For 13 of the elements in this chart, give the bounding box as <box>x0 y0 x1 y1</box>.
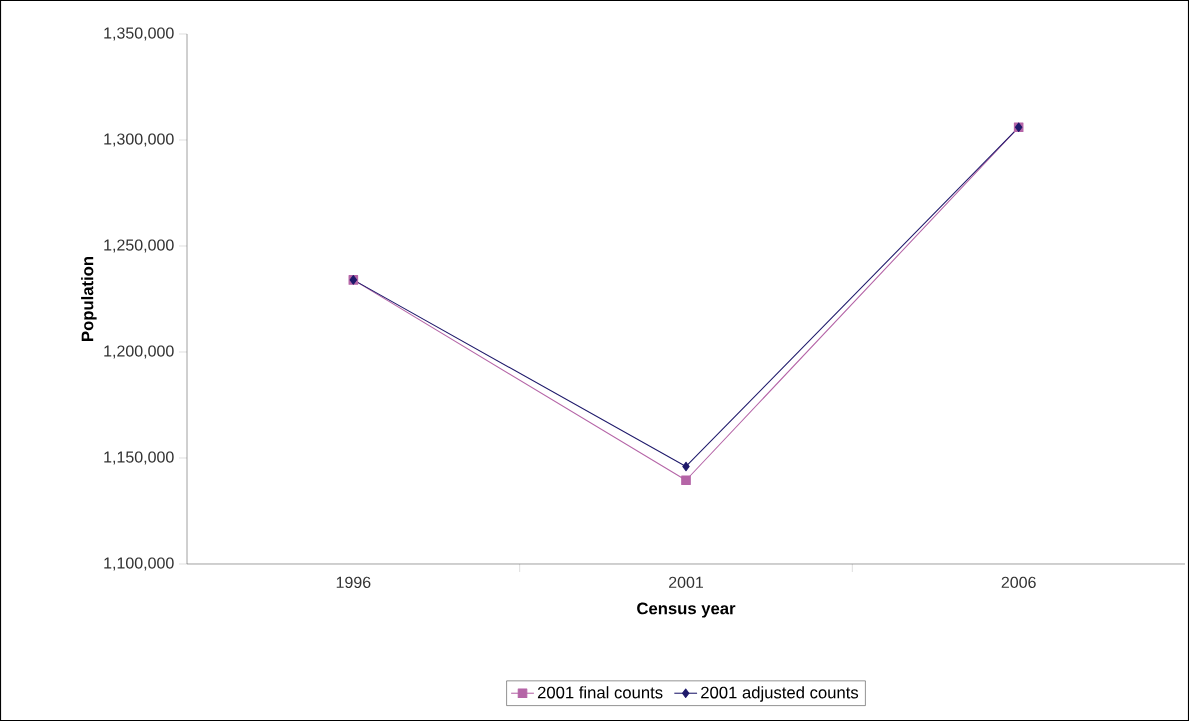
y-tick-label: 1,150,000 <box>104 451 174 465</box>
legend-label: 2001 final counts <box>537 686 663 699</box>
y-tick-label: 1,350,000 <box>104 27 174 41</box>
y-tick-label: 1,200,000 <box>104 345 174 359</box>
y-tick-label: 1,250,000 <box>104 239 174 253</box>
x-tick-label: 1996 <box>336 576 371 589</box>
y-tick-label: 1,300,000 <box>104 133 174 147</box>
y-axis-title: Population <box>81 256 97 341</box>
x-tick-label: 2001 <box>669 576 704 589</box>
y-tick-label: 1,100,000 <box>104 557 174 571</box>
x-axis-title: Census year <box>637 602 736 618</box>
legend-label: 2001 adjusted counts <box>701 686 859 702</box>
x-tick-label: 2006 <box>1001 576 1036 589</box>
